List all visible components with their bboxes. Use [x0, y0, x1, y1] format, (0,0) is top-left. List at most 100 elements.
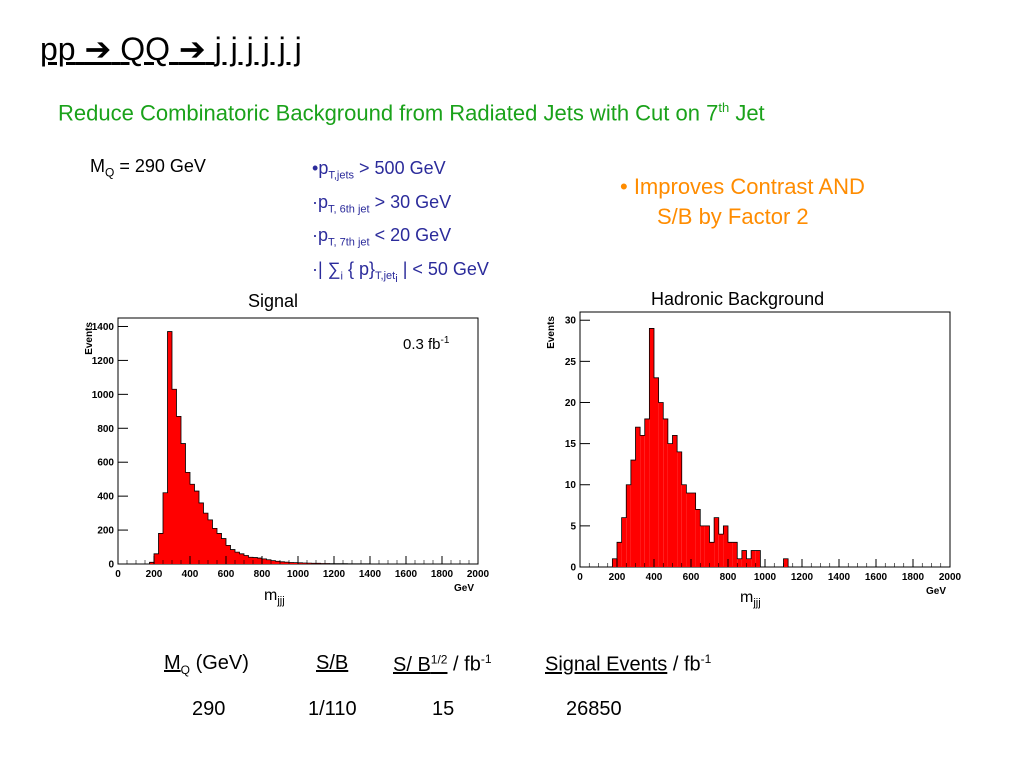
histogram-bar [284, 562, 289, 564]
header-ssb-unit-sup: -1 [480, 652, 492, 666]
title-jets: j j j j j j [214, 31, 302, 67]
background-plot-title: Hadronic Background [651, 289, 825, 309]
histogram-bar [695, 509, 701, 567]
xvar-subscript: jjj [753, 597, 761, 610]
histogram-bar [208, 519, 213, 564]
histogram-bar [617, 542, 622, 567]
histogram-bar [158, 533, 163, 564]
histogram-bar [289, 562, 294, 564]
histogram-bar [728, 542, 733, 567]
x-axis-label: GeV [926, 586, 946, 596]
histogram-bar [737, 558, 742, 567]
histogram-bar [746, 558, 752, 567]
histogram-bar [235, 552, 240, 564]
bullet: · [312, 225, 318, 246]
cut-symbol: p [318, 158, 329, 178]
summary-table: MQ (GeV) S/B S/ B1/2 / fb-1 Signal Event… [164, 652, 804, 738]
x-tick-label: 1400 [359, 569, 382, 580]
cut-item: ·| ∑i { p}T,jeti | < 50 GeV [312, 256, 489, 293]
background-chart-area: 0 200 400 600 800 1000 1200 1400 1600 1800 2000 0 5 1… [546, 311, 962, 596]
header-signal-sup: -1 [700, 652, 712, 666]
bullet: • [312, 158, 319, 178]
histogram-bar [783, 558, 789, 567]
cell-ssb: 15 [432, 698, 455, 720]
histogram-bar [672, 435, 678, 567]
signal-histogram: 0 200 400 600 800 1000 1200 1400 1600 1800 2000 0 20… [84, 317, 490, 594]
cell-sb: 1/110 [308, 698, 357, 720]
x-tick-label: 800 [254, 569, 271, 580]
arrow-icon: ➔ [178, 31, 206, 67]
histogram-bar [199, 502, 204, 564]
histogram-bar [630, 460, 636, 567]
histogram-bar [172, 389, 177, 564]
histogram-bar [167, 331, 172, 564]
histogram-bar [658, 402, 664, 567]
histogram-bar [635, 427, 641, 567]
histogram-bar [654, 377, 659, 567]
y-tick-label: 0 [570, 563, 576, 574]
xvar-subscript: jjj [277, 595, 285, 608]
histogram-bar [230, 549, 235, 564]
histogram-bar [280, 561, 285, 564]
header-mass-unit: (GeV) [190, 652, 249, 674]
background-x-variable: mjjj [740, 589, 761, 609]
cut-value: > 30 GeV [374, 191, 452, 212]
x-tick-label: 1400 [828, 572, 851, 583]
y-axis-label: Events [84, 322, 95, 355]
x-tick-label: 600 [683, 572, 700, 583]
x-tick-label: 1200 [323, 569, 346, 580]
subtitle-tail: Jet [735, 100, 765, 126]
result-note: • Improves Contrast AND S/B by Factor 2 [620, 172, 865, 232]
cut-subscript: T,jets [328, 169, 355, 182]
bullet: · [312, 258, 318, 279]
histogram-bar [185, 472, 190, 564]
histogram-bar [700, 525, 705, 567]
histogram-bar [244, 555, 249, 564]
mass-value: = 290 GeV [119, 156, 206, 176]
histogram-bar [302, 562, 307, 564]
header-ssb-unit: / fb [447, 653, 481, 676]
histogram-bar [271, 560, 276, 564]
histogram-bar [644, 418, 650, 567]
x-tick-label: 0 [577, 572, 583, 583]
table-row: 290 1/110 15 26850 [164, 698, 804, 738]
header-ssb-sup: 1/2 [430, 652, 448, 666]
histogram-outline [580, 328, 950, 568]
cell-mass: 290 [192, 698, 226, 720]
title-qq: QQ [120, 31, 170, 67]
cut-value: > 500 GeV [359, 158, 446, 178]
x-tick-label: 800 [720, 572, 737, 583]
y-tick-label: 0 [108, 560, 114, 571]
y-tick-label: 10 [565, 480, 577, 491]
table-header-row: MQ (GeV) S/B S/ B1/2 / fb-1 Signal Event… [164, 652, 804, 692]
cut-sum: | ∑ [318, 258, 341, 279]
header-sb: S/B [316, 652, 349, 674]
xvar-symbol: m [264, 587, 278, 604]
histogram-bar [163, 492, 168, 564]
histogram-bar [691, 492, 696, 567]
title-pp: pp [40, 31, 76, 67]
cut-value: | < 50 GeV [402, 258, 489, 279]
header-ssb: S/ B1/2 / fb-1 [393, 652, 492, 677]
x-tick-label: 1000 [287, 569, 310, 580]
mass-label: MQ = 290 GeV [90, 156, 206, 180]
y-tick-label: 5 [570, 521, 576, 532]
cell-signal: 26850 [566, 698, 622, 720]
header-mass: MQ (GeV) [164, 652, 249, 677]
histogram-bar [723, 525, 728, 567]
y-tick-label: 1400 [92, 322, 115, 333]
cut-value: < 20 GeV [374, 225, 452, 246]
cut-subscript: i [340, 270, 343, 283]
bullet: · [312, 191, 318, 212]
cut-item: ·pT, 7th jet < 20 GeV [312, 222, 489, 256]
slide-subtitle: Reduce Combinatoric Background from Radi… [58, 100, 765, 126]
mass-symbol: M [90, 156, 105, 176]
y-tick-label: 200 [97, 526, 114, 537]
histogram-bar [640, 435, 645, 567]
histogram-bar [755, 550, 761, 567]
x-tick-label: 0 [115, 569, 121, 580]
subtitle-text: Reduce Combinatoric Background from Radi… [58, 100, 719, 126]
signal-chart-area: 0 200 400 600 800 1000 1200 1400 1600 1800 2000 0 20… [84, 317, 490, 594]
histogram-bar [704, 525, 710, 567]
xvar-symbol: m [740, 589, 754, 606]
